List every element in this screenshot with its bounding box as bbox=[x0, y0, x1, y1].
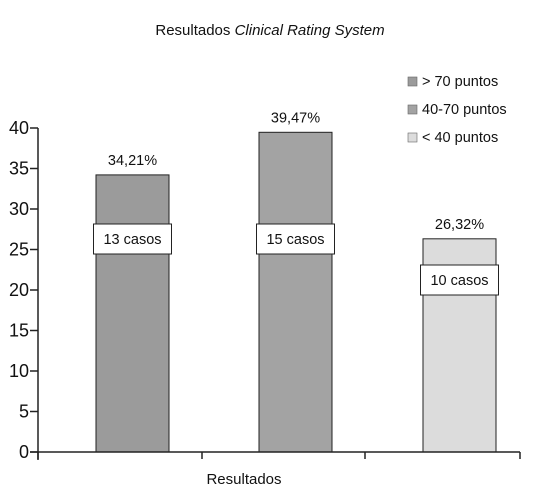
axes-group: 0 5 10 15 20 25 30 35 40 bbox=[9, 118, 521, 462]
y-tick-label-35: 35 bbox=[9, 159, 29, 179]
bar-value-label-3: 26,32% bbox=[435, 217, 484, 233]
chart-title: Resultados Clinical Rating System bbox=[155, 22, 384, 39]
bar-2 bbox=[258, 131, 333, 453]
cases-label-3: 10 casos bbox=[430, 273, 488, 289]
cases-label-1: 13 casos bbox=[103, 232, 161, 248]
y-tick-label-10: 10 bbox=[9, 361, 29, 381]
bars-group: 34,21% 13 casos 39,47% 15 casos 26,32% 10 cas… bbox=[93, 110, 499, 453]
legend-label-1: > 70 puntos bbox=[422, 74, 498, 90]
y-tick-label-15: 15 bbox=[9, 321, 29, 341]
legend-label-2: 40-70 puntos bbox=[422, 102, 507, 118]
chart-title-regular: Resultados bbox=[155, 22, 234, 39]
bar-value-label-1: 34,21% bbox=[108, 153, 157, 169]
legend-swatch-2 bbox=[407, 104, 418, 115]
y-tick-label-40: 40 bbox=[9, 118, 29, 138]
bar-value-label-2: 39,47% bbox=[271, 110, 320, 126]
y-tick-label-25: 25 bbox=[9, 240, 29, 260]
y-tick-label-5: 5 bbox=[19, 402, 29, 422]
cases-box-1 bbox=[93, 223, 172, 255]
legend-label-3: < 40 puntos bbox=[422, 130, 498, 146]
legend-swatch-1 bbox=[407, 76, 418, 87]
legend: > 70 puntos 40-70 puntos < 40 puntos bbox=[407, 74, 507, 146]
y-tick-label-0: 0 bbox=[19, 442, 29, 462]
cases-box-2 bbox=[256, 223, 335, 255]
x-axis-label: Resultados bbox=[206, 471, 281, 488]
cases-box-3 bbox=[420, 264, 499, 296]
bar-1 bbox=[95, 174, 170, 453]
chart-title-italic: Clinical Rating System bbox=[235, 22, 385, 39]
y-tick-label-20: 20 bbox=[9, 280, 29, 300]
legend-swatch-3 bbox=[407, 132, 418, 143]
cases-label-2: 15 casos bbox=[266, 232, 324, 248]
y-tick-label-30: 30 bbox=[9, 199, 29, 219]
